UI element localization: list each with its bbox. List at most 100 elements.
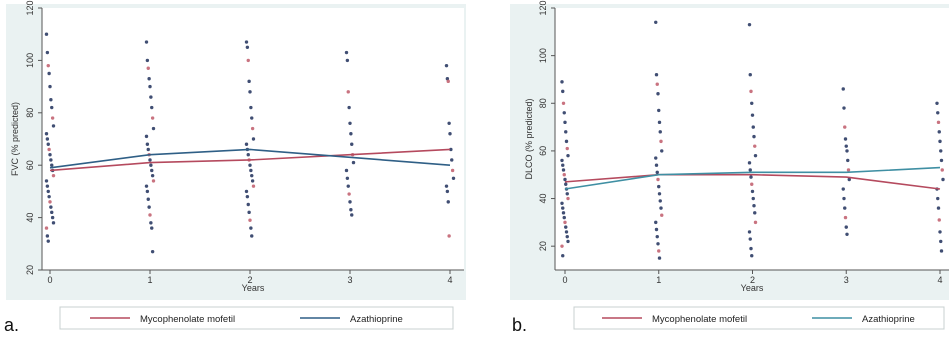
- scatter-point: [655, 234, 659, 239]
- x-tick-label: 4: [937, 275, 942, 285]
- scatter-point: [562, 215, 566, 220]
- scatter-point: [48, 84, 52, 89]
- scatter-point: [246, 153, 250, 157]
- scatter-point: [936, 120, 941, 125]
- scatter-point: [656, 177, 660, 182]
- scatter-point: [450, 168, 455, 173]
- scatter-point: [347, 192, 351, 196]
- scatter-point: [451, 176, 456, 180]
- scatter-point: [843, 215, 848, 220]
- y-tick-label: 80: [25, 108, 35, 118]
- line-azathioprine: [564, 166, 941, 190]
- scatter-point: [151, 126, 156, 131]
- scatter-point: [749, 89, 753, 94]
- scatter-point: [444, 63, 449, 68]
- scatter-point: [150, 168, 154, 173]
- scatter-point: [657, 192, 662, 196]
- scatter-point: [349, 132, 353, 136]
- scatter-point: [48, 200, 52, 204]
- x-tick-label: 1: [147, 275, 152, 285]
- scatter-point: [657, 184, 661, 189]
- scatter-point: [50, 105, 54, 110]
- scatter-point: [753, 211, 757, 215]
- scatter-point: [654, 163, 659, 167]
- scatter-point: [147, 205, 151, 209]
- scatter-point: [250, 126, 255, 131]
- scatter-point: [246, 58, 250, 63]
- scatter-point: [150, 116, 155, 120]
- panel-b-legend-box: [573, 306, 945, 330]
- scatter-point: [939, 158, 944, 163]
- scatter-point: [344, 168, 349, 173]
- scatter-point: [561, 89, 565, 94]
- scatter-point: [939, 239, 943, 244]
- scatter-point: [447, 234, 451, 238]
- scatter-point: [565, 146, 569, 151]
- line-azathioprine: [49, 148, 451, 169]
- scatter-point: [47, 71, 51, 76]
- scatter-point: [45, 184, 50, 188]
- scatter-point: [51, 221, 56, 225]
- panel-a: 20 40 60 80 100 120 0 1 2 3 4 FVC (% predicted) Y…: [4, 0, 466, 335]
- scatter-point: [747, 161, 752, 165]
- scatter-point: [444, 184, 449, 188]
- scatter-point: [250, 179, 255, 183]
- scatter-point: [747, 230, 752, 234]
- scatter-point: [47, 147, 51, 152]
- scatter-point: [148, 158, 152, 162]
- scatter-point: [561, 101, 566, 105]
- scatter-point: [445, 189, 450, 194]
- scatter-point: [748, 72, 752, 77]
- scatter-point: [45, 50, 50, 55]
- scatter-point: [660, 213, 664, 217]
- scatter-point: [844, 144, 848, 148]
- scatter-point: [750, 113, 755, 117]
- scatter-point: [248, 218, 252, 222]
- scatter-point: [46, 189, 50, 194]
- scatter-point: [935, 101, 939, 105]
- scatter-point: [245, 194, 250, 199]
- scatter-point: [146, 66, 150, 70]
- scatter-point: [749, 246, 753, 251]
- scatter-point: [245, 45, 250, 49]
- scatter-point: [752, 134, 756, 139]
- scatter-point: [561, 206, 565, 210]
- scatter-point: [51, 124, 56, 128]
- scatter-point: [658, 130, 662, 134]
- y-tick-label: 120: [25, 0, 35, 15]
- scatter-point: [749, 175, 753, 179]
- y-tick-label: 20: [25, 265, 35, 275]
- scatter-point: [145, 189, 150, 194]
- scatter-point: [937, 218, 941, 222]
- panel-a-letter: a.: [4, 315, 19, 335]
- scatter-point: [748, 168, 752, 172]
- scatter-point: [939, 249, 944, 253]
- scatter-point: [657, 249, 661, 253]
- scatter-point: [561, 211, 566, 215]
- scatter-point: [344, 50, 349, 55]
- y-tick-label: 100: [25, 53, 35, 68]
- scatter-point: [560, 244, 564, 248]
- x-tick-label: 1: [656, 275, 661, 285]
- scatter-point: [248, 163, 252, 167]
- scatter-point: [564, 225, 568, 229]
- y-tick-label: 40: [25, 213, 35, 223]
- scatter-point: [151, 179, 156, 183]
- scatter-point: [49, 98, 53, 102]
- scatter-point: [449, 147, 453, 152]
- scatter-point: [149, 95, 153, 99]
- scatter-point: [446, 79, 450, 84]
- scatter-point: [566, 153, 570, 158]
- scatter-point: [656, 92, 660, 96]
- y-tick-label: 100: [538, 48, 548, 63]
- scatter-point: [564, 182, 568, 186]
- scatter-point: [751, 125, 755, 129]
- scatter-point: [149, 221, 153, 225]
- scatter-point: [51, 173, 56, 178]
- scatter-point: [565, 234, 569, 239]
- scatter-point: [45, 137, 50, 141]
- scatter-point: [563, 120, 567, 125]
- scatter-point: [562, 111, 566, 115]
- scatter-point: [841, 87, 845, 91]
- x-tick-label: 2: [247, 275, 252, 285]
